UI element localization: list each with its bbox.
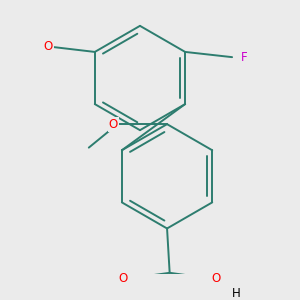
- Text: F: F: [241, 51, 248, 64]
- Text: H: H: [232, 287, 240, 300]
- Text: O: O: [109, 118, 118, 131]
- Text: O: O: [211, 272, 220, 284]
- Text: O: O: [44, 40, 53, 53]
- Text: O: O: [118, 272, 128, 284]
